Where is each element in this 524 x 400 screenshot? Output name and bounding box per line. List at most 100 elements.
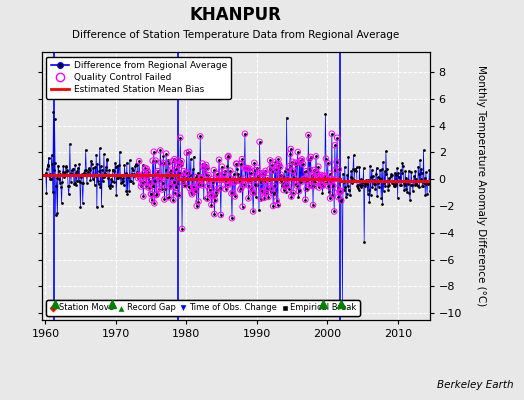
Point	[190, 184, 199, 191]
Point	[231, 178, 239, 185]
Point	[245, 166, 254, 172]
Point	[384, 187, 392, 194]
Point	[388, 180, 397, 186]
Point	[318, 182, 326, 188]
Point	[315, 172, 324, 179]
Point	[110, 178, 118, 185]
Point	[170, 156, 179, 162]
Point	[203, 165, 211, 171]
Point	[344, 153, 353, 160]
Point	[385, 175, 393, 182]
Point	[56, 180, 64, 186]
Point	[291, 160, 300, 166]
Point	[264, 194, 272, 200]
Point	[278, 183, 286, 189]
Point	[51, 212, 60, 219]
Point	[288, 158, 297, 165]
Point	[254, 174, 262, 181]
Point	[180, 168, 188, 174]
Point	[400, 182, 409, 188]
Point	[374, 174, 382, 180]
Point	[45, 154, 53, 161]
Point	[242, 165, 250, 172]
Point	[117, 171, 126, 178]
Point	[56, 171, 64, 177]
Point	[359, 165, 368, 171]
Point	[199, 164, 208, 170]
Point	[348, 174, 357, 181]
Point	[268, 168, 277, 174]
Point	[147, 191, 155, 197]
Point	[209, 193, 217, 199]
Point	[305, 156, 314, 162]
Point	[255, 139, 264, 145]
Point	[188, 191, 196, 198]
Point	[245, 182, 253, 189]
Point	[225, 175, 234, 181]
Point	[354, 185, 363, 191]
Point	[73, 178, 81, 184]
Point	[171, 190, 179, 196]
Point	[257, 178, 266, 185]
Point	[315, 184, 323, 191]
Point	[79, 180, 88, 186]
Point	[192, 174, 200, 180]
Point	[301, 196, 310, 203]
Point	[41, 170, 50, 176]
Point	[293, 160, 301, 166]
Point	[252, 167, 260, 174]
Point	[174, 161, 183, 168]
Point	[261, 168, 270, 174]
Point	[356, 184, 365, 191]
Point	[152, 191, 161, 198]
Point	[257, 196, 265, 202]
Point	[337, 198, 345, 204]
Point	[375, 184, 383, 190]
Point	[323, 160, 332, 166]
Point	[203, 195, 212, 202]
Point	[176, 134, 184, 141]
Point	[334, 194, 343, 200]
Point	[411, 168, 420, 174]
Point	[224, 153, 233, 159]
Point	[350, 152, 358, 158]
Point	[369, 181, 378, 187]
Point	[287, 146, 295, 152]
Point	[53, 210, 62, 216]
Point	[282, 188, 290, 195]
Point	[300, 176, 308, 182]
Point	[354, 182, 362, 188]
Point	[112, 164, 120, 170]
Point	[53, 174, 61, 181]
Point	[103, 156, 111, 163]
Point	[145, 184, 153, 191]
Point	[365, 199, 374, 206]
Point	[118, 175, 127, 182]
Point	[166, 184, 174, 190]
Point	[187, 156, 195, 162]
Point	[226, 168, 234, 174]
Point	[119, 178, 127, 184]
Point	[290, 175, 299, 181]
Point	[260, 195, 268, 201]
Point	[178, 226, 186, 232]
Point	[235, 177, 243, 184]
Point	[417, 166, 425, 172]
Point	[230, 171, 238, 178]
Point	[324, 183, 333, 189]
Point	[90, 172, 98, 178]
Point	[285, 186, 293, 193]
Point	[208, 176, 216, 182]
Point	[234, 171, 243, 178]
Point	[135, 158, 144, 164]
Point	[284, 166, 292, 172]
Point	[84, 168, 92, 175]
Point	[318, 182, 326, 188]
Point	[121, 172, 129, 178]
Legend: Station Move, Record Gap, Time of Obs. Change, Empirical Break: Station Move, Record Gap, Time of Obs. C…	[46, 300, 360, 316]
Point	[274, 156, 282, 163]
Point	[133, 169, 141, 176]
Point	[176, 170, 184, 177]
Point	[184, 170, 192, 176]
Point	[333, 134, 341, 141]
